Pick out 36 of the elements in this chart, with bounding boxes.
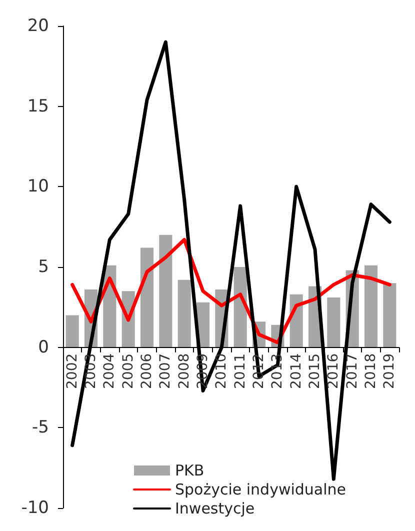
bar xyxy=(383,283,396,348)
y-tick-label: -5 xyxy=(32,418,49,438)
x-tick-label: 2012 xyxy=(251,353,267,389)
x-tick-label: 2004 xyxy=(102,353,118,389)
y-tick-label: 15 xyxy=(27,96,49,116)
x-tick-label: 2008 xyxy=(176,353,192,389)
x-tick-label: 2017 xyxy=(344,353,360,389)
legend-label: Spożycie indywidualne xyxy=(175,480,346,498)
x-tick-label: 2018 xyxy=(363,353,379,389)
x-tick-label: 2009 xyxy=(195,353,211,389)
legend-label: Inwestycje xyxy=(175,500,255,518)
x-tick-label: 2014 xyxy=(288,353,304,389)
bar xyxy=(66,315,79,348)
bar xyxy=(234,267,247,348)
bar xyxy=(159,234,172,348)
bar xyxy=(140,248,154,348)
y-tick-label: 5 xyxy=(38,257,49,277)
bar xyxy=(178,280,191,348)
x-tick-label: 2005 xyxy=(120,353,136,389)
bar xyxy=(327,298,340,348)
x-tick-label: 2016 xyxy=(326,353,342,389)
y-tick-label: -10 xyxy=(21,498,49,518)
legend-label: PKB xyxy=(175,462,204,480)
x-tick-label: 2006 xyxy=(139,353,155,389)
x-tick-label: 2015 xyxy=(307,353,323,389)
y-tick-label: 0 xyxy=(38,337,49,358)
x-tick-label: 2010 xyxy=(214,353,230,389)
x-tick-label: 2002 xyxy=(64,353,80,389)
y-tick-label: 10 xyxy=(27,176,49,197)
bar xyxy=(364,265,378,348)
x-tick-label: 2007 xyxy=(158,353,174,389)
x-tick-label: 2013 xyxy=(270,353,286,389)
x-tick-label: 2003 xyxy=(83,353,99,389)
x-tick-label: 2011 xyxy=(232,353,248,389)
x-tick-label: 2019 xyxy=(382,353,398,389)
y-tick-label: 20 xyxy=(27,16,49,36)
